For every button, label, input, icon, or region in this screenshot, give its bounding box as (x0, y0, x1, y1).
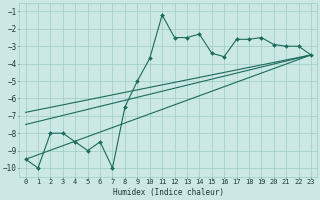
X-axis label: Humidex (Indice chaleur): Humidex (Indice chaleur) (113, 188, 224, 197)
